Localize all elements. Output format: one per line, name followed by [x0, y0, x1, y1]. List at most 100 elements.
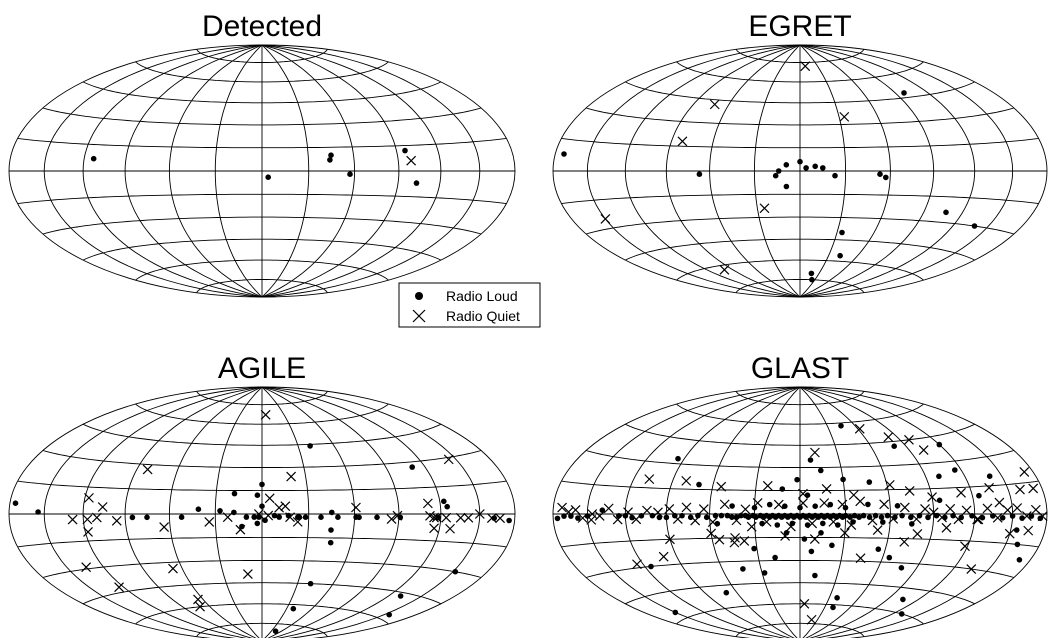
point-radio-quiet	[994, 497, 1005, 508]
point-radio-loud	[506, 517, 512, 524]
point-radio-loud	[296, 514, 303, 520]
point-radio-loud	[217, 508, 223, 514]
parallel-line	[735, 391, 865, 406]
point-radio-quiet	[872, 525, 883, 535]
point-radio-quiet	[91, 512, 102, 523]
point-radio-quiet	[941, 522, 952, 533]
point-radio-loud	[335, 514, 341, 520]
point-radio-quiet	[798, 488, 808, 499]
point-radio-quiet	[837, 499, 848, 510]
graticule	[8, 44, 516, 298]
point-radio-loud	[891, 443, 897, 450]
point-radio-quiet	[570, 504, 581, 515]
point-radio-loud	[307, 443, 313, 449]
point-radio-quiet	[445, 523, 455, 534]
point-radio-quiet	[111, 515, 122, 526]
meridian-line	[665, 386, 801, 638]
point-radio-loud	[254, 520, 261, 527]
point-radio-loud	[829, 542, 835, 549]
panels-layer: Detected EGRET AGILE GLAST	[8, 10, 1048, 638]
point-radio-loud	[850, 519, 856, 525]
parallel-line	[735, 279, 865, 293]
point-radio-quiet	[973, 514, 984, 525]
parallel-line	[585, 560, 1015, 578]
point-radio-quiet	[828, 516, 839, 527]
panel-agile: AGILE	[8, 352, 516, 638]
point-radio-loud	[838, 423, 844, 429]
point-radio-loud	[820, 165, 826, 171]
point-radio-loud	[622, 513, 629, 519]
parallel-line	[17, 536, 507, 548]
point-radio-quiet	[82, 514, 93, 525]
point-radio-quiet	[806, 614, 817, 625]
point-radio-loud	[761, 570, 768, 576]
point-radio-quiet	[807, 518, 818, 529]
point-radio-quiet	[406, 155, 417, 166]
point-radio-quiet	[286, 471, 297, 482]
point-radio-loud	[740, 566, 746, 572]
point-radio-quiet	[1023, 525, 1034, 536]
point-radio-loud	[789, 520, 796, 527]
point-radio-loud	[952, 467, 958, 473]
point-radio-loud	[1016, 557, 1023, 563]
point-radio-loud	[568, 513, 574, 519]
point-radio-quiet	[386, 514, 397, 524]
point-radio-quiet	[960, 541, 970, 552]
parallel-line	[135, 259, 389, 281]
point-radio-loud	[936, 473, 942, 480]
point-radio-loud	[804, 492, 811, 499]
point-radio-loud	[675, 455, 681, 462]
point-radio-loud	[812, 163, 818, 170]
point-radio-quiet	[888, 513, 899, 524]
parallel-line	[561, 536, 1039, 548]
point-radio-quiet	[653, 507, 663, 518]
point-radio-loud	[839, 229, 845, 236]
point-radio-loud	[999, 515, 1006, 521]
point-radio-loud	[251, 514, 257, 520]
point-radio-quiet	[855, 553, 866, 564]
point-radio-loud	[807, 457, 814, 463]
point-radio-quiet	[1015, 484, 1025, 495]
point-radio-loud	[837, 252, 843, 259]
point-radio-loud	[1009, 513, 1016, 519]
legend: Radio Loud Radio Quiet	[398, 282, 541, 328]
point-radio-quiet	[918, 445, 929, 455]
parallel-line	[625, 582, 975, 605]
point-radio-quiet	[429, 512, 439, 523]
point-radio-quiet	[644, 474, 655, 485]
parallel-line	[676, 603, 924, 625]
point-radio-quiet	[463, 512, 474, 523]
panel-egret: EGRET	[552, 10, 1048, 298]
point-radio-loud	[402, 147, 408, 154]
point-radio-loud	[878, 514, 885, 520]
point-radio-quiet	[961, 505, 972, 516]
point-radio-quiet	[719, 499, 730, 510]
point-radio-loud	[842, 512, 849, 519]
parallel-line	[676, 403, 924, 425]
point-radio-loud	[797, 504, 803, 511]
point-radio-loud	[818, 530, 824, 536]
point-radio-quiet	[839, 528, 850, 538]
point-radio-quiet	[67, 514, 78, 525]
point-radio-quiet	[681, 502, 692, 513]
point-radio-quiet	[658, 551, 669, 562]
point-radio-loud	[827, 501, 834, 508]
point-radio-loud	[397, 593, 404, 599]
point-radio-quiet	[761, 516, 772, 527]
point-radio-quiet	[642, 505, 652, 516]
point-radio-loud	[783, 530, 790, 536]
point-radio-quiet	[441, 512, 452, 523]
point-radio-loud	[751, 504, 758, 511]
point-radio-loud	[851, 512, 858, 519]
point-radio-loud	[178, 514, 185, 520]
point-radio-quiet	[594, 510, 605, 521]
series-radio-loud	[90, 147, 420, 186]
point-radio-quiet	[1002, 505, 1013, 516]
point-radio-quiet	[904, 485, 915, 496]
point-radio-loud	[783, 183, 790, 190]
parallel-line	[82, 423, 442, 446]
point-radio-quiet	[879, 499, 890, 510]
point-radio-quiet	[1012, 503, 1023, 513]
parallel-line	[561, 193, 1039, 205]
point-radio-quiet	[114, 582, 124, 593]
